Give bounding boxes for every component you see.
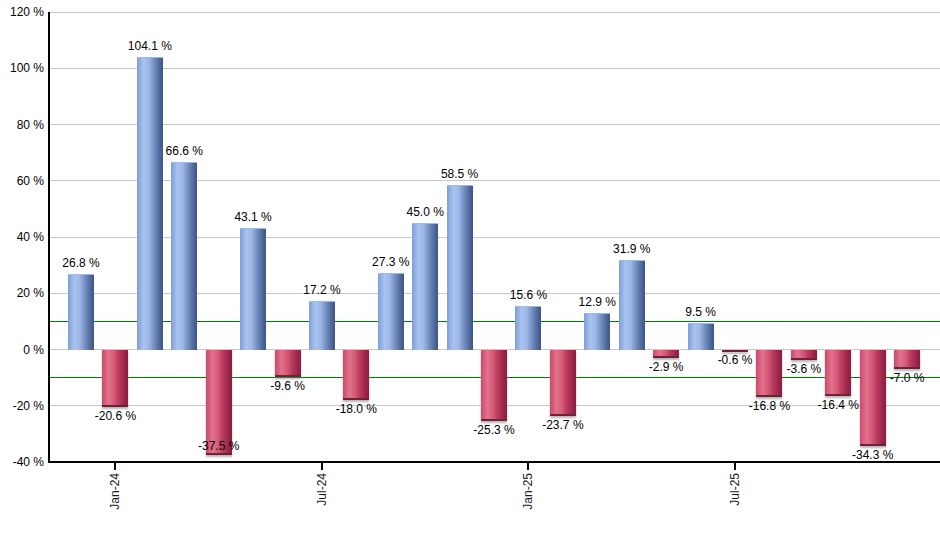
bar-positive — [309, 301, 335, 349]
x-axis-tick — [734, 463, 736, 470]
bar-negative — [653, 350, 679, 358]
y-axis-line — [48, 12, 50, 462]
x-axis-tick-label: Jan-25 — [522, 473, 535, 510]
x-axis-tick — [114, 463, 116, 470]
bar-positive — [240, 228, 266, 349]
x-axis-tick-label: Jul-25 — [729, 473, 742, 506]
x-axis-tick-label: Jan-24 — [109, 473, 122, 510]
bar-positive — [68, 274, 94, 349]
bar-negative — [825, 350, 851, 396]
bar-negative — [102, 350, 128, 408]
bar-negative — [860, 350, 886, 446]
bar-value-label: 17.2 % — [303, 284, 340, 297]
bar-value-label: -9.6 % — [270, 380, 305, 393]
x-axis-tick-label: Jul-24 — [316, 473, 329, 506]
y-axis-tick-label: -20 % — [0, 399, 44, 412]
bar-positive — [688, 323, 714, 350]
bar-value-label: 66.6 % — [166, 145, 203, 158]
y-axis-tick-label: 80 % — [0, 118, 44, 131]
bar-value-label: 45.0 % — [407, 206, 444, 219]
bar-positive — [137, 57, 163, 350]
bar-positive — [447, 185, 473, 350]
bar-value-label: 104.1 % — [128, 40, 172, 53]
bar-negative — [481, 350, 507, 421]
bar-value-label: -2.9 % — [649, 361, 684, 374]
bar-value-label: 27.3 % — [372, 256, 409, 269]
x-axis-tick — [321, 463, 323, 470]
bar-negative — [275, 350, 301, 377]
bar-value-label: 26.8 % — [62, 257, 99, 270]
bar-negative — [756, 350, 782, 397]
gridline — [48, 12, 940, 13]
bar-value-label: -18.0 % — [336, 403, 377, 416]
bar-value-label: -3.6 % — [786, 363, 821, 376]
bar-positive — [515, 306, 541, 350]
bar-value-label: -25.3 % — [473, 424, 514, 437]
bar-value-label: -37.5 % — [198, 440, 239, 453]
bar-positive — [412, 223, 438, 350]
y-axis-tick-label: 20 % — [0, 287, 44, 300]
bar-positive — [619, 260, 645, 350]
monthly-returns-bar-chart: 26.8 % -20.6 % 104.1 % 66.6 % -37.5 % 43.1 % -… — [0, 0, 940, 550]
bar-value-label: 43.1 % — [234, 211, 271, 224]
bar-value-label: -23.7 % — [542, 419, 583, 432]
bar-value-label: -16.8 % — [749, 400, 790, 413]
bar-negative — [550, 350, 576, 417]
y-axis-tick-label: 100 % — [0, 62, 44, 75]
bar-value-label: -0.6 % — [718, 354, 753, 367]
bar-positive — [171, 162, 197, 349]
y-axis-tick-label: 40 % — [0, 231, 44, 244]
bar-positive — [378, 273, 404, 350]
bar-value-label: 9.5 % — [685, 306, 716, 319]
y-axis-tick-label: -40 % — [0, 456, 44, 469]
bar-negative — [894, 350, 920, 370]
bar-value-label: 15.6 % — [510, 289, 547, 302]
y-axis-tick-label: 60 % — [0, 174, 44, 187]
bar-negative — [791, 350, 817, 360]
y-axis-tick-label: 120 % — [0, 6, 44, 19]
y-axis-tick-label: 0 % — [0, 343, 44, 356]
gridline — [48, 68, 940, 69]
bar-positive — [584, 313, 610, 349]
bar-value-label: -16.4 % — [818, 399, 859, 412]
x-axis-line — [48, 461, 940, 463]
x-axis-tick — [527, 463, 529, 470]
bar-value-label: 58.5 % — [441, 168, 478, 181]
bar-value-label: -20.6 % — [95, 410, 136, 423]
bar-value-label: 12.9 % — [579, 296, 616, 309]
bar-negative — [722, 350, 748, 352]
bar-value-label: -7.0 % — [890, 372, 925, 385]
gridline — [48, 124, 940, 125]
bar-value-label: 31.9 % — [613, 243, 650, 256]
bar-negative — [343, 350, 369, 401]
plot-area: 26.8 % -20.6 % 104.1 % 66.6 % -37.5 % 43.1 % -… — [0, 0, 940, 550]
